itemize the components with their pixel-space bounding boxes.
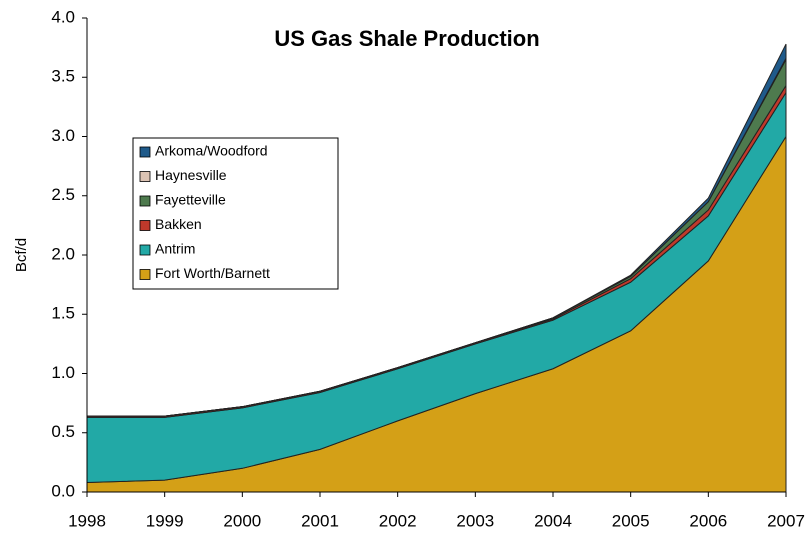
y-tick-label: 3.5 (51, 67, 75, 86)
x-tick-label: 2003 (456, 511, 494, 530)
y-tick-label: 1.5 (51, 304, 75, 323)
legend-swatch (139, 195, 151, 207)
legend-swatch (139, 269, 151, 280)
legend-label: Fort Worth/Barnett (155, 265, 270, 281)
x-tick-label: 2002 (379, 511, 417, 530)
legend-swatch (139, 220, 151, 231)
legend-swatch (139, 146, 151, 158)
y-tick-label: 4.0 (51, 7, 75, 26)
y-tick-label: 2.5 (51, 185, 75, 204)
y-tick-label: 1.0 (51, 363, 75, 382)
y-tick-label: 0.5 (51, 422, 75, 441)
chart-title: US Gas Shale Production (274, 26, 539, 51)
x-tick-label: 1998 (68, 511, 106, 530)
legend-label: Arkoma/Woodford (155, 143, 268, 159)
legend-label: Antrim (155, 241, 195, 257)
y-axis-label: Bcf/d (13, 238, 30, 272)
legend: Arkoma/Woodford Haynesville Fayetteville Ba… (132, 137, 339, 290)
y-tick-label: 2.0 (51, 244, 75, 263)
legend-label: Bakken (155, 216, 202, 232)
legend-swatch (139, 171, 151, 182)
legend-label: Fayetteville (155, 192, 226, 208)
x-tick-label: 2005 (612, 511, 650, 530)
area (87, 43, 787, 417)
legend-box (132, 137, 339, 290)
x-tick-label: 2006 (689, 511, 727, 530)
legend-label: Haynesville (155, 167, 227, 183)
x-tick-label: 1999 (146, 511, 184, 530)
x-tick-label: 2001 (301, 511, 339, 530)
y-tick-label: 3.0 (51, 126, 75, 145)
x-tick-label: 2000 (223, 511, 261, 530)
x-tick-label: 2004 (534, 511, 572, 530)
legend-swatch (139, 244, 151, 256)
x-tick-label: 2007 (767, 511, 805, 530)
y-tick-label: 0.0 (51, 481, 75, 500)
